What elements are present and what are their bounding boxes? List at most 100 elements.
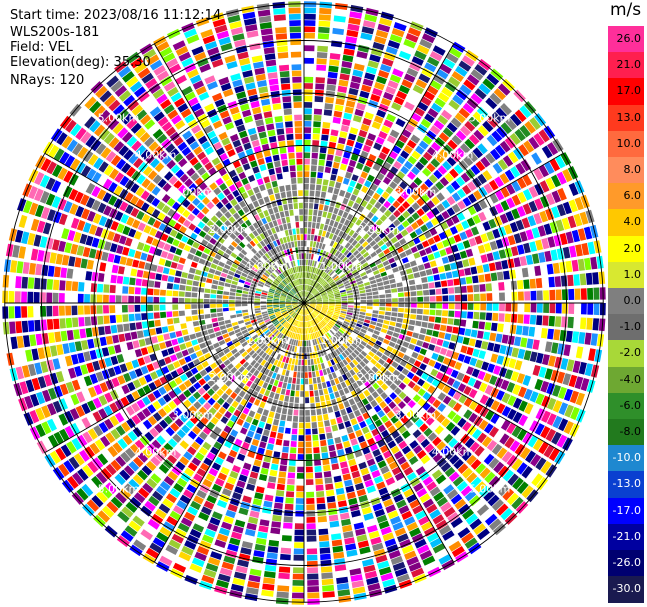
range-gate (451, 152, 462, 163)
range-gate (378, 566, 392, 576)
range-gate (116, 245, 124, 255)
range-gate (122, 276, 130, 285)
range-gate (274, 412, 281, 420)
range-gate (385, 303, 392, 307)
range-gate (533, 167, 544, 181)
range-gate (416, 354, 425, 362)
range-gate (324, 341, 329, 348)
range-gate (296, 479, 304, 486)
range-gate (291, 312, 296, 317)
range-gate (392, 200, 401, 209)
range-gate (180, 517, 193, 527)
range-gate (378, 520, 390, 530)
range-gate (341, 467, 350, 475)
range-gate (322, 300, 329, 302)
range-gate (14, 306, 21, 319)
range-gate (125, 501, 138, 513)
range-gate (445, 349, 454, 358)
range-gate (243, 534, 255, 543)
range-gate (349, 11, 363, 19)
range-gate (346, 29, 359, 38)
range-gate (307, 285, 311, 292)
range-gate (555, 289, 562, 301)
range-gate (257, 364, 263, 372)
range-gate (261, 352, 267, 359)
range-gate (307, 285, 310, 291)
range-gate (47, 387, 57, 400)
range-gate (199, 342, 207, 349)
range-gate (560, 275, 568, 287)
range-gate (269, 391, 275, 399)
range-gate (134, 287, 141, 295)
range-gate (317, 315, 323, 321)
range-gate (127, 381, 136, 392)
range-gate (304, 13, 316, 20)
range-gate (353, 271, 360, 277)
range-gate (25, 379, 35, 393)
range-gate (150, 264, 158, 272)
range-gate (360, 340, 367, 347)
range-gate (332, 364, 338, 372)
range-gate (459, 84, 472, 96)
range-gate (412, 384, 421, 393)
range-gate (377, 560, 390, 570)
range-gate (407, 325, 415, 331)
range-gate (535, 352, 544, 364)
range-gate (474, 303, 480, 311)
range-gate (365, 255, 372, 262)
range-gate (16, 335, 24, 349)
range-gate (248, 292, 255, 296)
range-gate (382, 324, 389, 330)
range-gate (371, 215, 379, 223)
range-gate (183, 244, 192, 252)
range-gate (62, 369, 71, 381)
range-gate (575, 346, 584, 359)
range-gate (128, 350, 137, 360)
range-gate (318, 528, 329, 535)
range-gate (138, 261, 146, 269)
range-gate (79, 112, 92, 125)
range-gate (101, 505, 115, 518)
range-gate (355, 429, 363, 438)
range-gate (388, 257, 395, 264)
range-gate (344, 258, 350, 265)
range-gate (288, 357, 293, 364)
range-gate (392, 521, 404, 531)
range-gate (569, 345, 578, 358)
range-gate (391, 249, 399, 257)
range-gate (378, 487, 389, 496)
range-gate (332, 116, 341, 124)
range-gate (373, 299, 379, 303)
range-gate (289, 396, 295, 403)
range-gate (169, 332, 177, 339)
range-gate (360, 293, 366, 297)
range-gate (144, 374, 153, 383)
range-gate (305, 291, 308, 297)
range-gate (172, 433, 182, 443)
range-gate (356, 51, 368, 59)
range-gate (196, 545, 210, 556)
range-gate (42, 389, 52, 403)
range-gate (304, 297, 305, 303)
range-gate (47, 209, 56, 222)
range-gate (177, 522, 190, 533)
range-gate (348, 354, 355, 361)
range-gate (284, 433, 291, 441)
range-gate (211, 284, 218, 290)
range-gate (404, 291, 411, 297)
range-gate (415, 510, 427, 521)
range-gate (271, 336, 277, 342)
range-gate (315, 306, 322, 310)
range-gate (416, 434, 426, 444)
range-gate (91, 199, 101, 211)
range-gate (275, 290, 281, 294)
range-gate (327, 246, 332, 253)
range-gate (458, 503, 471, 515)
range-gate (429, 51, 443, 62)
range-gate (498, 313, 505, 322)
range-gate (136, 210, 145, 221)
range-gate (332, 314, 339, 318)
range-gate (391, 361, 399, 369)
range-gate (442, 406, 452, 416)
range-gate (523, 350, 532, 361)
